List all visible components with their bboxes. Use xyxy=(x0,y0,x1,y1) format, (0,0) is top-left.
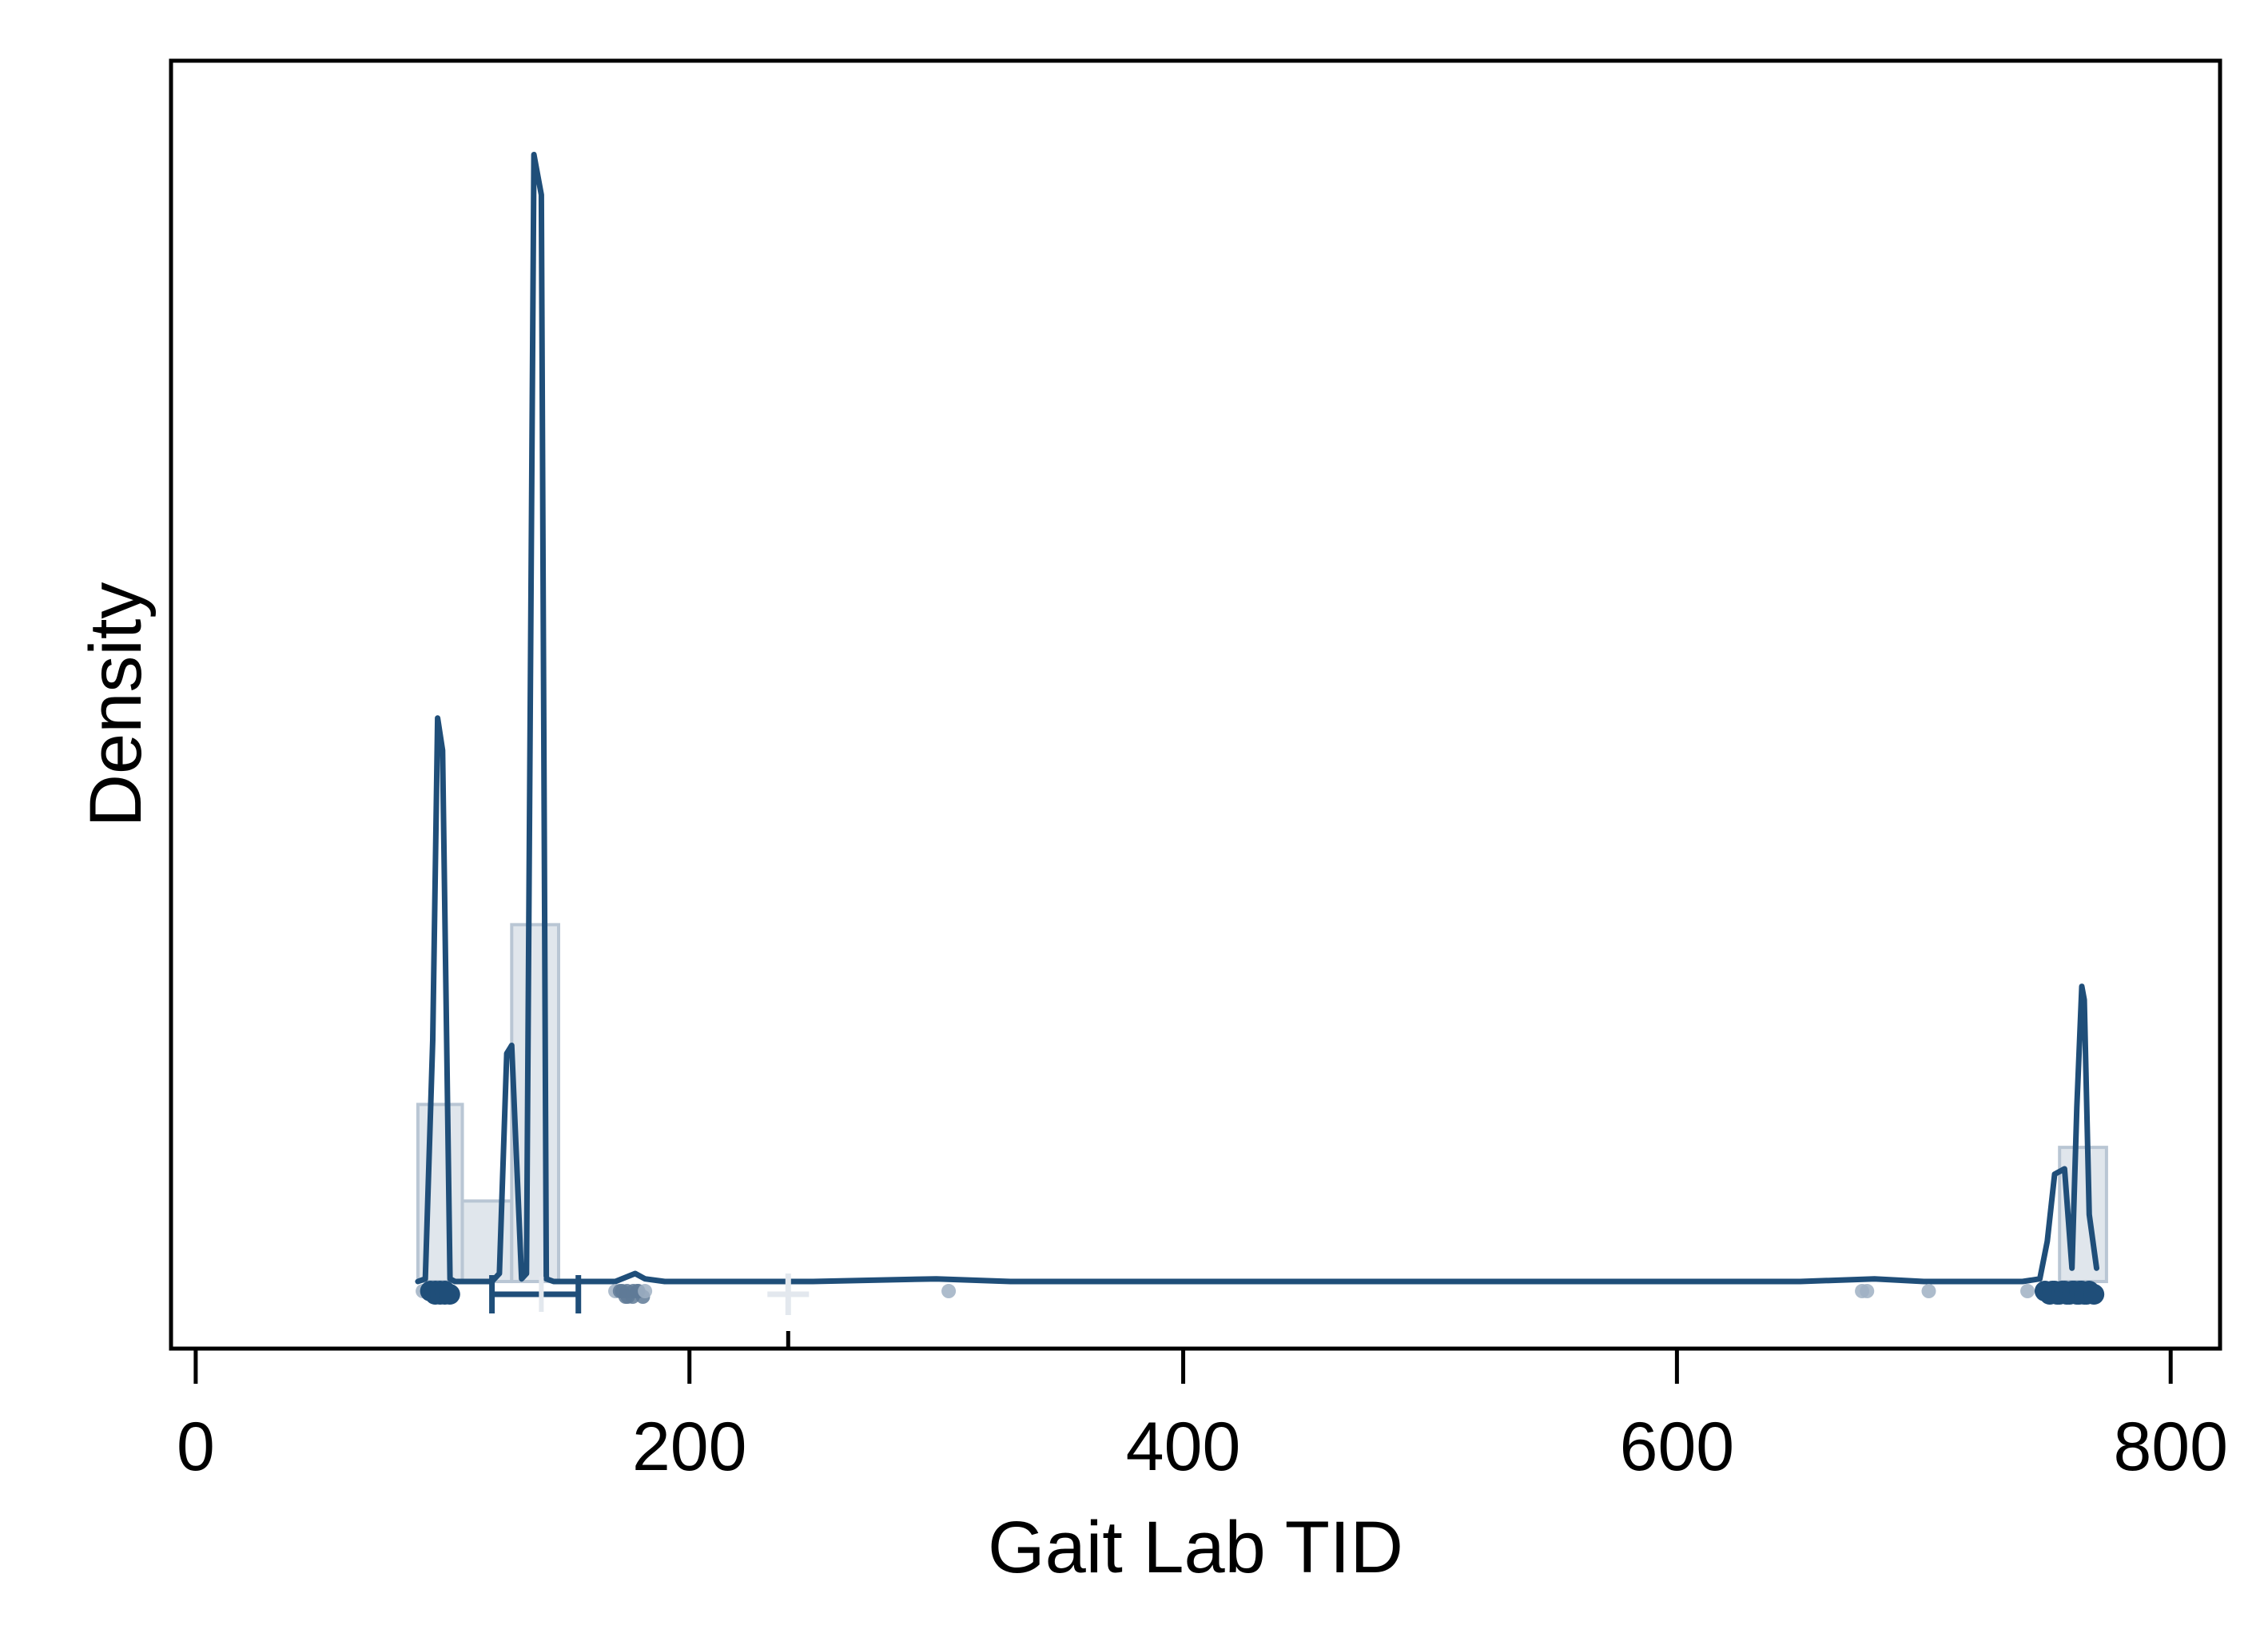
x-tick-label-3: 600 xyxy=(1620,1409,1735,1485)
data-point-8-0 xyxy=(638,1284,653,1299)
data-point-12-0 xyxy=(1921,1284,1936,1299)
histogram-bar-1 xyxy=(460,1199,514,1284)
x-axis: 0 200 400 600 800 xyxy=(177,1331,2228,1485)
plot-frame xyxy=(169,58,2222,1351)
data-point-2-3 xyxy=(439,1284,460,1305)
y-axis-label: Density xyxy=(75,582,157,828)
data-points xyxy=(416,1281,2105,1305)
x-tick-label-0: 0 xyxy=(177,1409,215,1485)
x-tick-label-1: 200 xyxy=(632,1409,747,1485)
interval-marker xyxy=(489,1274,810,1316)
data-point-11-0 xyxy=(1860,1284,1875,1299)
density-curve xyxy=(415,152,2099,1285)
x-axis-label: Gait Lab TID xyxy=(988,1507,1403,1588)
histogram-bar-2 xyxy=(510,923,560,1284)
x-tick-label-4: 800 xyxy=(2113,1409,2228,1485)
x-tick-label-2: 400 xyxy=(1126,1409,1241,1485)
data-point-18-3 xyxy=(2083,1284,2105,1305)
data-point-9-0 xyxy=(941,1284,957,1299)
density-curve-group xyxy=(415,152,2099,1285)
data-point-13-0 xyxy=(2020,1284,2035,1299)
